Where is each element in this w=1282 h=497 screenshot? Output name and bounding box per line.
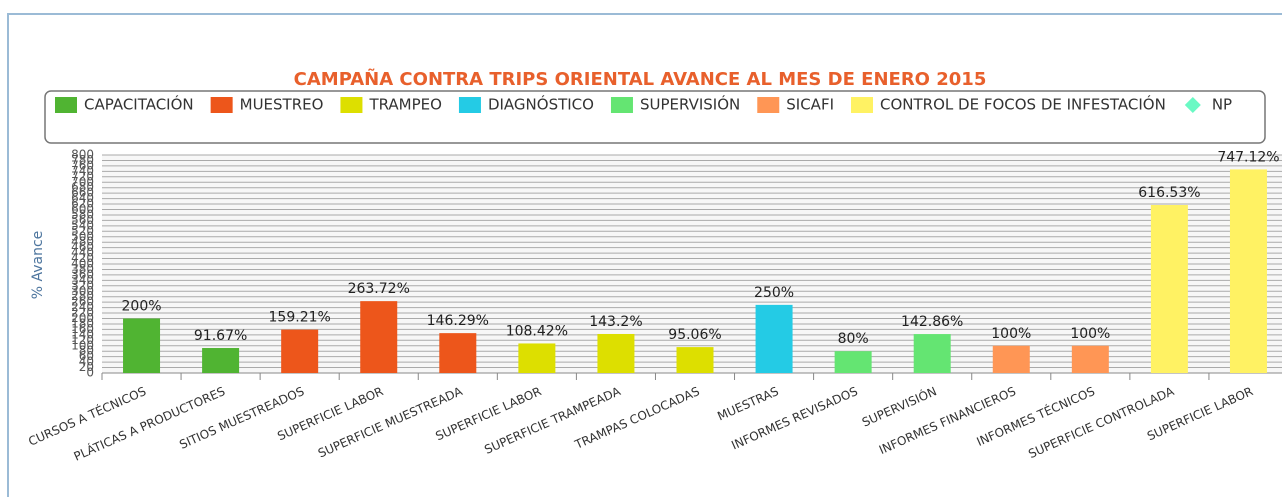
y-tick-label: 700 xyxy=(71,175,94,189)
bar xyxy=(913,334,951,373)
y-tick-label: 560 xyxy=(71,213,94,227)
legend-marker xyxy=(610,97,633,113)
data-label: 159.21% xyxy=(269,310,331,326)
bar xyxy=(1229,169,1267,373)
y-tick-label: 600 xyxy=(71,202,94,216)
y-tick-label: 480 xyxy=(71,235,94,249)
legend-marker xyxy=(55,97,77,113)
y-tick-label: 660 xyxy=(71,186,94,200)
legend-label: CAPACITACIÓN xyxy=(84,95,194,114)
legend-label: DIAGNÓSTICO xyxy=(488,95,594,114)
data-label: 142.86% xyxy=(901,314,963,330)
bar xyxy=(1150,204,1188,373)
y-axis-label: % Avance xyxy=(30,231,46,300)
y-tick-label: 320 xyxy=(71,278,94,292)
legend-label: SICAFI xyxy=(786,96,834,114)
legend-label: TRAMPEO xyxy=(368,96,442,114)
data-label: 263.72% xyxy=(348,281,410,297)
legend-label: CONTROL DE FOCOS DE INFESTACIÓN xyxy=(880,95,1166,114)
bar xyxy=(597,333,635,373)
y-tick-label: 420 xyxy=(71,251,94,265)
y-tick-label: 400 xyxy=(71,257,94,271)
y-tick-label: 220 xyxy=(71,306,94,320)
legend-label: NP xyxy=(1212,96,1232,114)
y-tick-label: 0 xyxy=(86,366,94,380)
data-label: 146.29% xyxy=(427,313,489,329)
data-label: 616.53% xyxy=(1138,185,1200,201)
y-tick-label: 280 xyxy=(71,289,94,303)
y-tick-label: 380 xyxy=(71,262,94,276)
data-label: 91.67% xyxy=(194,328,247,344)
data-label: 80% xyxy=(838,331,869,347)
y-tick-label: 580 xyxy=(71,207,94,221)
y-tick-label: 680 xyxy=(71,180,94,194)
y-tick-label: 460 xyxy=(71,240,94,254)
legend-marker xyxy=(1184,97,1201,113)
legend-marker xyxy=(458,97,481,113)
y-tick-label: 540 xyxy=(71,218,94,232)
y-tick-label: 240 xyxy=(71,300,94,314)
y-tick-label: 760 xyxy=(71,158,94,172)
y-tick-label: 740 xyxy=(71,164,94,178)
y-tick-label: 140 xyxy=(71,327,94,341)
data-label: 200% xyxy=(122,299,162,315)
chart-title: CAMPAÑA CONTRA TRIPS ORIENTAL AVANCE AL … xyxy=(294,67,987,90)
data-label: 143.2% xyxy=(589,314,642,330)
y-tick-label: 160 xyxy=(71,322,94,336)
y-tick-label: 440 xyxy=(71,246,94,260)
y-tick-label: 200 xyxy=(71,311,94,325)
y-tick-label: 340 xyxy=(71,273,94,287)
y-tick-label: 780 xyxy=(71,153,94,167)
data-label: 747.12% xyxy=(1217,149,1279,165)
bar xyxy=(123,318,161,373)
bar xyxy=(281,329,319,373)
y-tick-label: 40 xyxy=(79,355,94,369)
data-label: 100% xyxy=(991,326,1031,342)
bar xyxy=(834,351,872,373)
bar xyxy=(676,347,714,373)
y-tick-label: 720 xyxy=(71,169,94,183)
data-label: 250% xyxy=(754,285,794,301)
y-tick-label: 260 xyxy=(71,295,94,309)
legend-label: SUPERVISIÓN xyxy=(640,95,740,114)
y-tick-label: 640 xyxy=(71,191,94,205)
y-tick-label: 20 xyxy=(79,360,94,374)
legend-marker xyxy=(757,97,780,113)
y-tick-label: 500 xyxy=(71,229,94,243)
legend-marker xyxy=(340,97,363,113)
y-tick-label: 100 xyxy=(71,338,94,352)
bar xyxy=(992,345,1030,373)
data-label: 95.06% xyxy=(668,327,721,343)
y-tick-label: 360 xyxy=(71,267,94,281)
data-label: 108.42% xyxy=(506,323,568,339)
bar xyxy=(360,301,398,373)
legend-label: MUESTREO xyxy=(240,96,324,114)
bar xyxy=(1071,345,1109,373)
y-tick-label: 80 xyxy=(79,344,94,358)
data-label: 100% xyxy=(1070,326,1110,342)
bar xyxy=(518,343,556,373)
y-tick-label: 620 xyxy=(71,197,94,211)
y-tick-label: 60 xyxy=(79,349,94,363)
legend-marker xyxy=(851,97,873,113)
y-tick-label: 120 xyxy=(71,333,94,347)
bar xyxy=(439,333,477,373)
y-tick-label: 800 xyxy=(71,148,94,162)
y-tick-label: 180 xyxy=(71,316,94,330)
bar xyxy=(202,348,240,373)
bar xyxy=(755,304,793,373)
y-tick-label: 300 xyxy=(71,284,94,298)
y-tick-label: 520 xyxy=(71,224,94,238)
legend-marker xyxy=(210,97,233,113)
